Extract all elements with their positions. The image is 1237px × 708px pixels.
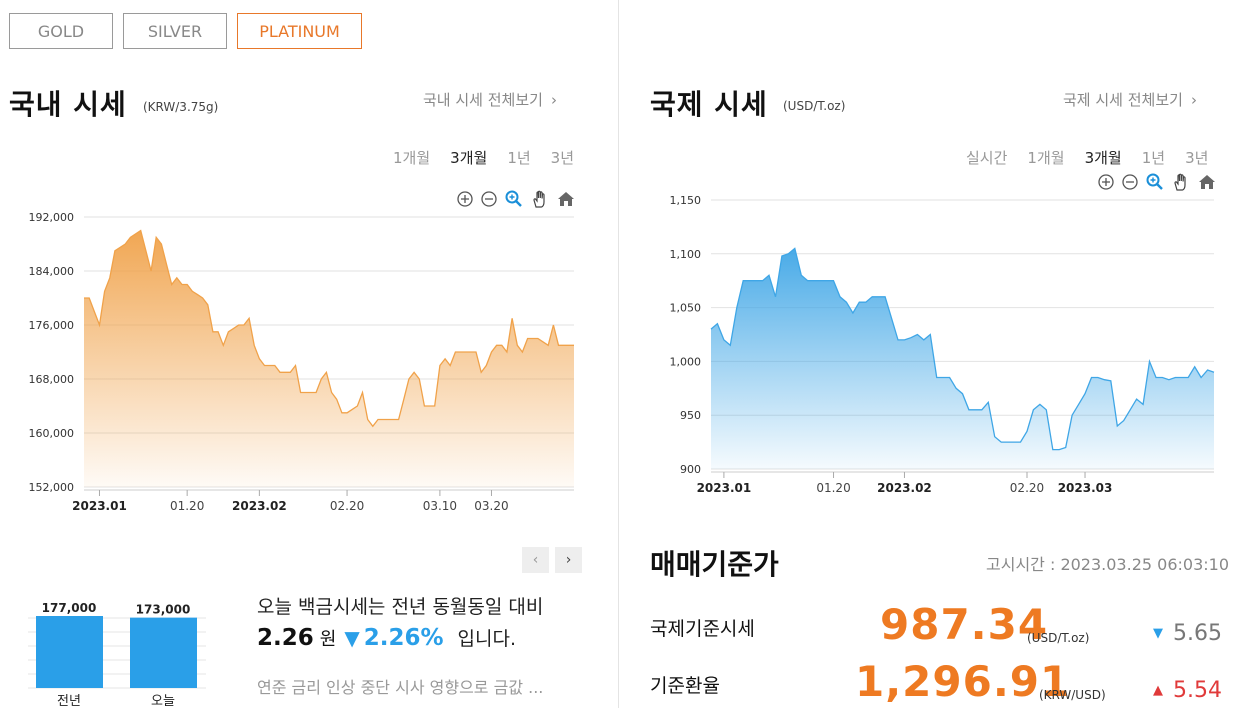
intl-y-tick-label: 1,000 xyxy=(670,355,702,368)
bar-category-label: 전년 xyxy=(57,694,81,708)
international-chart-tools xyxy=(1097,172,1217,192)
bar-value-label: 173,000 xyxy=(136,603,191,617)
news-pager: ‹ › xyxy=(522,547,582,573)
magnifier-zoom-icon[interactable] xyxy=(1145,172,1165,192)
domestic-unit: (KRW/3.75g) xyxy=(143,100,219,114)
domestic-range-1y[interactable]: 1년 xyxy=(507,149,531,167)
pager-prev-button[interactable]: ‹ xyxy=(522,547,549,573)
notice-time: 고시시간 : 2023.03.25 06:03:10 xyxy=(986,555,1229,574)
bar-0 xyxy=(36,616,103,688)
dom-x-tick-label: 01.20 xyxy=(170,499,204,513)
intl-x-tick-label: 2023.03 xyxy=(1058,481,1113,495)
magnifier-zoom-icon[interactable] xyxy=(504,189,524,209)
domestic-view-all-link[interactable]: 국내 시세 전체보기 › xyxy=(423,89,557,110)
exchange-rate-unit: (KRW/USD) xyxy=(1039,688,1106,702)
year-compare-bar-chart: 177,000 전년 173,000 오늘 xyxy=(28,601,206,708)
down-triangle-icon: ▼ xyxy=(1153,626,1163,641)
international-view-all-link[interactable]: 국제 시세 전체보기 › xyxy=(1063,89,1197,110)
dom-y-tick-label: 176,000 xyxy=(29,319,75,332)
dom-area xyxy=(84,230,574,487)
intl-x-tick-label: 2023.01 xyxy=(697,481,752,495)
news-headline-link[interactable]: 연준 금리 인상 중단 시사 영향으로 금값 ... xyxy=(257,678,544,697)
exchange-rate-label: 기준환율 xyxy=(650,675,720,697)
intl-y-tick-label: 1,100 xyxy=(670,248,702,261)
intl-area xyxy=(711,248,1214,469)
dom-x-tick-label: 2023.01 xyxy=(72,499,127,513)
zoom-out-circle-icon[interactable] xyxy=(1121,173,1139,191)
tab-silver[interactable]: SILVER xyxy=(123,13,227,49)
intl-x-tick-label: 2023.02 xyxy=(877,481,932,495)
dom-y-tick-label: 192,000 xyxy=(29,211,75,224)
down-triangle-icon: ▼ xyxy=(344,626,360,650)
pager-next-button[interactable]: › xyxy=(555,547,582,573)
intl-y-tick-label: 900 xyxy=(680,463,701,476)
exchange-rate-change: ▲ 5.54 xyxy=(1153,678,1222,703)
up-triangle-icon: ▲ xyxy=(1153,683,1163,698)
international-range-tabs: 실시간 1개월 3개월 1년 3년 xyxy=(966,147,1208,168)
intl-range-realtime[interactable]: 실시간 xyxy=(966,149,1008,167)
bar-category-label: 오늘 xyxy=(151,694,175,708)
tab-platinum[interactable]: PLATINUM xyxy=(237,13,362,49)
exchange-rate-value: 1,296.91 xyxy=(855,657,1071,706)
intl-range-3m[interactable]: 3개월 xyxy=(1084,149,1122,167)
intl-reference-unit: (USD/T.oz) xyxy=(1027,631,1090,645)
domestic-view-all-label: 국내 시세 전체보기 xyxy=(423,91,543,109)
tab-gold[interactable]: GOLD xyxy=(9,13,113,49)
hand-pan-icon[interactable] xyxy=(1171,172,1191,192)
domestic-chart-tools xyxy=(456,189,576,209)
chevron-right-icon: › xyxy=(550,91,557,109)
metal-tabs: GOLD SILVER PLATINUM xyxy=(9,13,362,49)
zoom-in-circle-icon[interactable] xyxy=(456,190,474,208)
zoom-in-circle-icon[interactable] xyxy=(1097,173,1115,191)
reference-price-title: 매매기준가 xyxy=(650,548,779,581)
dom-x-tick-label: 03.10 xyxy=(423,499,457,513)
home-reset-icon[interactable] xyxy=(1197,172,1217,192)
change-currency: 원 xyxy=(319,629,337,650)
bar-value-label: 177,000 xyxy=(42,601,97,615)
dom-x-tick-label: 03.20 xyxy=(474,499,508,513)
intl-reference-value: 987.34 xyxy=(880,600,1049,649)
intl-reference-label: 국제기준시세 xyxy=(650,618,755,640)
domestic-range-3m[interactable]: 3개월 xyxy=(450,149,488,167)
intl-line xyxy=(710,247,1215,451)
international-unit: (USD/T.oz) xyxy=(783,99,846,113)
summary-change: 2.26 원 ▼ 2.26% 입니다. xyxy=(257,624,516,651)
domestic-title: 국내 시세 xyxy=(9,88,127,121)
summary-tail: 입니다. xyxy=(457,628,516,650)
intl-range-1y[interactable]: 1년 xyxy=(1141,149,1166,167)
international-view-all-label: 국제 시세 전체보기 xyxy=(1063,91,1183,109)
intl-x-tick-label: 02.20 xyxy=(1010,481,1044,495)
international-title: 국제 시세 xyxy=(650,88,768,121)
intl-y-tick-label: 1,150 xyxy=(670,194,702,207)
home-reset-icon[interactable] xyxy=(556,189,576,209)
intl-reference-change: ▼ 5.65 xyxy=(1153,621,1222,646)
intl-y-tick-label: 1,050 xyxy=(670,302,702,315)
change-percent: 2.26% xyxy=(363,625,444,651)
column-divider xyxy=(618,0,619,708)
summary-line: 오늘 백금시세는 전년 동월동일 대비 xyxy=(257,596,544,618)
dom-x-tick-label: 02.20 xyxy=(330,499,364,513)
dom-x-tick-label: 2023.02 xyxy=(232,499,287,513)
intl-x-tick-label: 01.20 xyxy=(816,481,850,495)
domestic-range-tabs: 1개월 3개월 1년 3년 xyxy=(393,147,574,168)
bar-1 xyxy=(130,617,197,688)
intl-range-1m[interactable]: 1개월 xyxy=(1027,149,1065,167)
change-amount: 2.26 xyxy=(257,625,314,651)
dom-y-tick-label: 184,000 xyxy=(29,265,75,278)
hand-pan-icon[interactable] xyxy=(530,189,550,209)
zoom-out-circle-icon[interactable] xyxy=(480,190,498,208)
dom-line xyxy=(84,229,574,428)
domestic-range-3y[interactable]: 3년 xyxy=(550,149,574,167)
chevron-right-icon: › xyxy=(1190,91,1197,109)
domestic-range-1m[interactable]: 1개월 xyxy=(393,149,431,167)
international-price-chart[interactable]: 1,150 1,100 1,050 1,000 950 900 2023.01 01.20 20… xyxy=(640,185,1237,510)
dom-y-tick-label: 168,000 xyxy=(29,373,75,386)
intl-range-3y[interactable]: 3년 xyxy=(1185,149,1209,167)
domestic-price-chart[interactable]: 192,000 184,000 176,000 168,000 160,000 152,0… xyxy=(0,200,600,530)
intl-y-tick-label: 950 xyxy=(680,409,701,422)
dom-y-tick-label: 160,000 xyxy=(29,427,75,440)
dom-y-tick-label: 152,000 xyxy=(29,481,75,494)
